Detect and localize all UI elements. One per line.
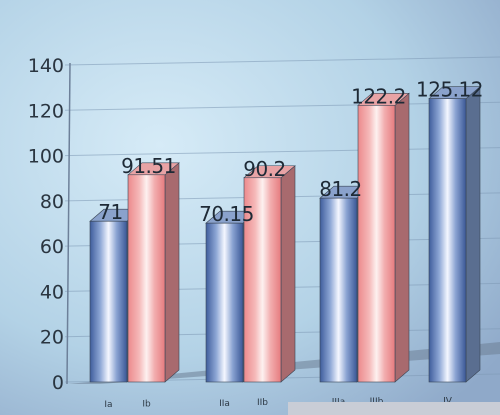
- bar-side: [164, 162, 180, 383]
- y-tick-label: 20: [40, 327, 64, 349]
- bar-front: [319, 197, 358, 383]
- x-tick-label-IV: IV: [443, 396, 453, 406]
- y-axis-ticks: 0 20 40 60 80 100 120 140: [28, 55, 64, 394]
- gridline: [64, 101, 500, 111]
- y-tick-label: 100: [28, 146, 64, 168]
- bar-IIIb: [357, 92, 410, 383]
- screen-glare: [288, 402, 500, 415]
- bar-front: [89, 220, 128, 383]
- bar-side: [465, 86, 481, 383]
- bar-side: [280, 165, 296, 383]
- data-label-IIb: 90.2: [243, 157, 286, 181]
- data-label-IIIa: 81.2: [319, 177, 362, 201]
- x-tick-label-Ib: Ib: [142, 399, 151, 409]
- bar-front: [428, 98, 467, 383]
- bar-IIb: [243, 165, 296, 383]
- x-tick-label-Ia: Ia: [104, 400, 112, 410]
- y-tick-label: 80: [40, 191, 64, 213]
- bar-Ib: [127, 162, 180, 383]
- x-tick-label-IIa: IIa: [219, 399, 230, 409]
- y-tick-label: 120: [28, 100, 64, 122]
- data-label-IV: 125.12: [416, 78, 483, 102]
- data-label-Ia: 71: [98, 200, 122, 224]
- bar-front: [357, 105, 396, 383]
- y-tick-label: 0: [52, 372, 64, 394]
- bar-front: [205, 222, 244, 383]
- data-label-IIIb: 122.2: [351, 84, 406, 108]
- axes: [66, 62, 71, 385]
- x-tick-label-IIb: IIb: [257, 398, 268, 408]
- y-tick-label: 40: [40, 281, 64, 303]
- bar-front: [243, 177, 282, 383]
- bar-front: [127, 174, 166, 383]
- y-tick-label: 60: [40, 236, 64, 258]
- bars: [89, 86, 481, 383]
- data-labels: 71 91.51 70.15 90.2 81.2 122.2 125.12: [98, 78, 483, 226]
- gridline: [64, 147, 500, 157]
- data-label-IIa: 70.15: [199, 202, 254, 226]
- y-tick-label: 140: [28, 55, 64, 77]
- gridline: [64, 56, 500, 66]
- bar-side: [394, 92, 410, 383]
- data-label-Ib: 91.51: [121, 154, 176, 178]
- y-axis-line: [66, 62, 71, 385]
- bar-IV: [428, 86, 481, 383]
